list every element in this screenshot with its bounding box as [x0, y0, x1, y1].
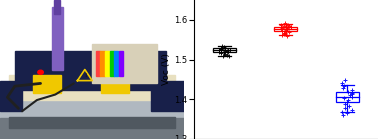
- Point: [225, 49, 231, 51]
- Bar: [0, 118, 184, 139]
- Bar: [15, 51, 166, 90]
- Point: [217, 51, 223, 54]
- Point: [218, 47, 224, 50]
- Point: [344, 112, 350, 114]
- Point: [349, 109, 355, 111]
- Point: [220, 55, 226, 58]
- Point: [345, 99, 351, 101]
- Point: [341, 85, 347, 87]
- Text: !: !: [84, 73, 86, 78]
- Point: [346, 105, 352, 107]
- Bar: [213, 49, 236, 52]
- Point: [226, 54, 232, 57]
- Point: [279, 27, 285, 29]
- Point: [219, 47, 225, 49]
- Bar: [0, 90, 184, 139]
- Point: [349, 92, 355, 94]
- Point: [222, 47, 228, 49]
- Bar: [119, 51, 123, 76]
- Y-axis label: Voc (V): Voc (V): [162, 54, 171, 85]
- Point: [340, 114, 346, 116]
- Point: [279, 30, 285, 32]
- Point: [219, 45, 225, 47]
- Point: [280, 25, 287, 27]
- Point: [344, 101, 350, 103]
- Bar: [92, 44, 157, 83]
- Circle shape: [38, 70, 43, 74]
- Point: [278, 28, 284, 30]
- Point: [349, 89, 355, 91]
- Point: [222, 53, 228, 55]
- Point: [279, 34, 285, 36]
- Point: [217, 51, 223, 53]
- Point: [340, 87, 346, 89]
- Point: [224, 50, 230, 52]
- Point: [217, 52, 223, 54]
- Point: [280, 33, 287, 35]
- Point: [282, 31, 288, 34]
- Point: [282, 22, 288, 24]
- Point: [284, 27, 290, 29]
- Bar: [0, 81, 22, 111]
- Bar: [52, 7, 63, 70]
- Point: [286, 25, 292, 27]
- Point: [283, 29, 289, 31]
- Point: [342, 107, 348, 109]
- Point: [288, 26, 294, 28]
- Point: [341, 97, 347, 99]
- Point: [221, 46, 227, 48]
- Point: [339, 111, 345, 113]
- Bar: [336, 92, 359, 102]
- Bar: [101, 75, 129, 93]
- Bar: [96, 51, 100, 76]
- Point: [281, 32, 287, 34]
- Bar: [110, 51, 114, 76]
- Point: [349, 95, 355, 98]
- Point: [342, 103, 348, 105]
- Point: [342, 79, 349, 81]
- Point: [345, 91, 352, 93]
- Point: [349, 93, 355, 95]
- Point: [284, 28, 290, 30]
- Bar: [9, 117, 175, 128]
- Bar: [151, 81, 184, 111]
- Bar: [105, 51, 109, 76]
- Point: [285, 23, 291, 26]
- Point: [278, 26, 284, 28]
- Point: [288, 25, 294, 28]
- Point: [225, 50, 231, 53]
- Point: [224, 54, 230, 56]
- Bar: [54, 0, 60, 14]
- Bar: [274, 27, 297, 31]
- Point: [216, 49, 222, 52]
- Bar: [101, 51, 105, 76]
- Point: [347, 94, 353, 96]
- Bar: [9, 75, 175, 100]
- Point: [284, 35, 290, 37]
- Point: [226, 49, 232, 51]
- Point: [218, 48, 224, 50]
- Point: [222, 50, 228, 52]
- Bar: [114, 51, 118, 76]
- Point: [278, 24, 284, 27]
- Bar: [33, 75, 61, 93]
- Point: [339, 82, 345, 85]
- Point: [286, 31, 292, 33]
- Point: [218, 48, 224, 50]
